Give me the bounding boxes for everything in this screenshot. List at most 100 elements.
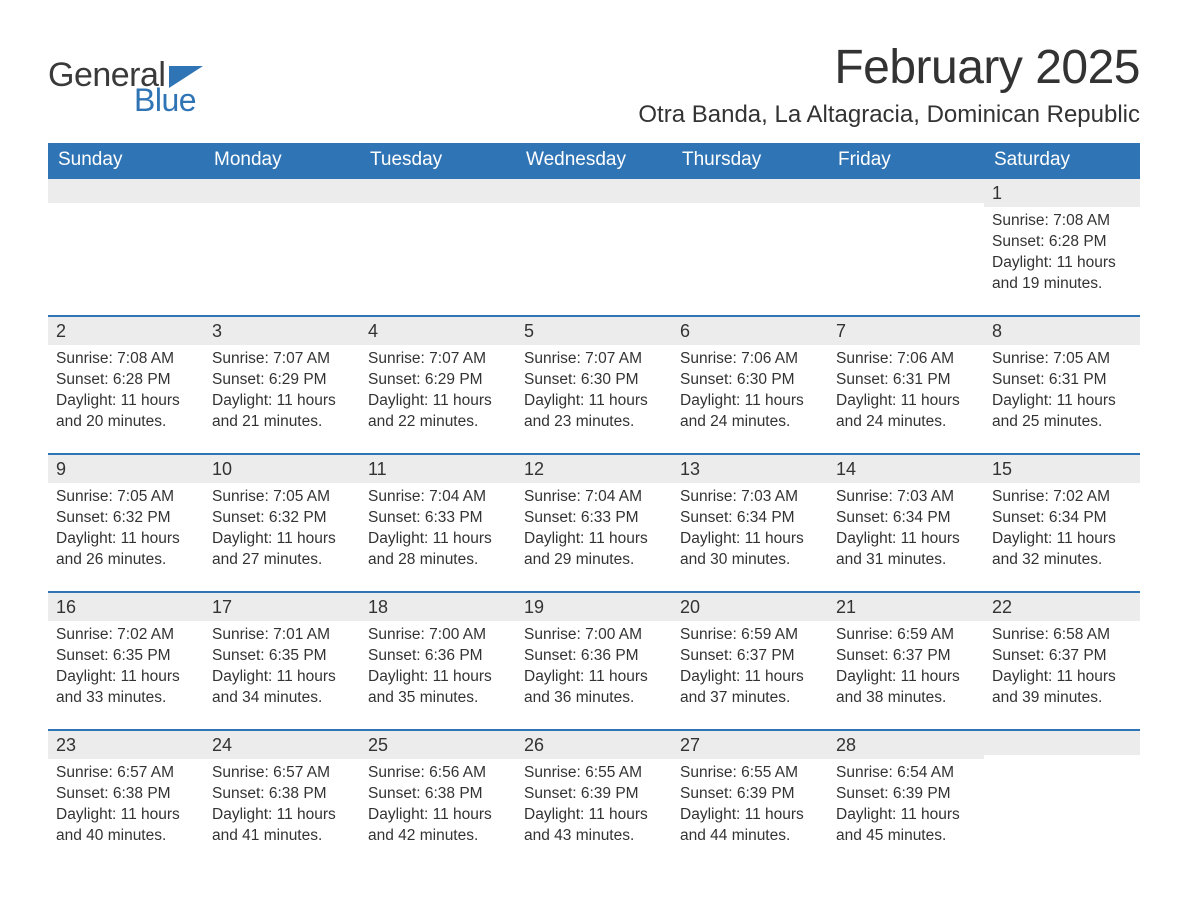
day-number: 19 bbox=[516, 593, 672, 621]
sunset-text: Sunset: 6:35 PM bbox=[56, 646, 196, 667]
day-cell: 19 Sunrise: 7:00 AMSunset: 6:36 PMDayligh… bbox=[516, 593, 672, 721]
weekday-header-cell: Tuesday bbox=[360, 143, 516, 177]
day-number: 26 bbox=[516, 731, 672, 759]
sunset-text: Sunset: 6:37 PM bbox=[992, 646, 1132, 667]
week-row: 23Sunrise: 6:57 AMSunset: 6:38 PMDayligh… bbox=[48, 729, 1140, 859]
sunset-text: Sunset: 6:37 PM bbox=[680, 646, 820, 667]
sunset-text: Sunset: 6:30 PM bbox=[524, 370, 664, 391]
daylight-text: Daylight: 11 hours and 42 minutes. bbox=[368, 805, 508, 847]
daylight-text: Daylight: 11 hours and 22 minutes. bbox=[368, 391, 508, 433]
sunrise-text: Sunrise: 6:58 AM bbox=[992, 625, 1132, 646]
sunrise-text: Sunrise: 7:06 AM bbox=[836, 349, 976, 370]
day-cell: 11Sunrise: 7:04 AMSunset: 6:33 PMDayligh… bbox=[360, 455, 516, 583]
weeks-container: 1Sunrise: 7:08 AMSunset: 6:28 PMDaylight… bbox=[48, 177, 1140, 859]
day-number bbox=[828, 179, 984, 203]
day-cell: 5 Sunrise: 7:07 AMSunset: 6:30 PMDaylight… bbox=[516, 317, 672, 445]
sunset-text: Sunset: 6:33 PM bbox=[368, 508, 508, 529]
week-row: 1Sunrise: 7:08 AMSunset: 6:28 PMDaylight… bbox=[48, 177, 1140, 307]
day-cell: 26Sunrise: 6:55 AMSunset: 6:39 PMDayligh… bbox=[516, 731, 672, 859]
title-block: February 2025 Otra Banda, La Altagracia,… bbox=[638, 40, 1140, 129]
daylight-text: Daylight: 11 hours and 45 minutes. bbox=[836, 805, 976, 847]
day-cell: 18Sunrise: 7:00 AMSunset: 6:36 PMDayligh… bbox=[360, 593, 516, 721]
weekday-header-cell: Saturday bbox=[984, 143, 1140, 177]
day-cell: 14Sunrise: 7:03 AMSunset: 6:34 PMDayligh… bbox=[828, 455, 984, 583]
location-line: Otra Banda, La Altagracia, Dominican Rep… bbox=[638, 101, 1140, 129]
empty-day-cell bbox=[516, 179, 672, 307]
daylight-text: Daylight: 11 hours and 40 minutes. bbox=[56, 805, 196, 847]
sunset-text: Sunset: 6:36 PM bbox=[368, 646, 508, 667]
day-number bbox=[984, 731, 1140, 755]
sunrise-text: Sunrise: 7:01 AM bbox=[212, 625, 352, 646]
day-number: 7 bbox=[828, 317, 984, 345]
day-number: 21 bbox=[828, 593, 984, 621]
sunset-text: Sunset: 6:36 PM bbox=[524, 646, 664, 667]
sunset-text: Sunset: 6:39 PM bbox=[524, 784, 664, 805]
day-number bbox=[672, 179, 828, 203]
empty-day-cell bbox=[984, 731, 1140, 859]
daylight-text: Daylight: 11 hours and 31 minutes. bbox=[836, 529, 976, 571]
daylight-text: Daylight: 11 hours and 20 minutes. bbox=[56, 391, 196, 433]
daylight-text: Daylight: 11 hours and 23 minutes. bbox=[524, 391, 664, 433]
sunset-text: Sunset: 6:30 PM bbox=[680, 370, 820, 391]
day-cell: 3Sunrise: 7:07 AMSunset: 6:29 PMDaylight… bbox=[204, 317, 360, 445]
sunrise-text: Sunrise: 6:57 AM bbox=[56, 763, 196, 784]
daylight-text: Daylight: 11 hours and 30 minutes. bbox=[680, 529, 820, 571]
sunrise-text: Sunrise: 7:00 AM bbox=[524, 625, 664, 646]
sunset-text: Sunset: 6:34 PM bbox=[836, 508, 976, 529]
sunrise-text: Sunrise: 6:55 AM bbox=[680, 763, 820, 784]
daylight-text: Daylight: 11 hours and 29 minutes. bbox=[524, 529, 664, 571]
sunrise-text: Sunrise: 7:07 AM bbox=[368, 349, 508, 370]
day-number: 28 bbox=[828, 731, 984, 759]
empty-day-cell bbox=[360, 179, 516, 307]
daylight-text: Daylight: 11 hours and 25 minutes. bbox=[992, 391, 1132, 433]
sunrise-text: Sunrise: 7:00 AM bbox=[368, 625, 508, 646]
sunset-text: Sunset: 6:37 PM bbox=[836, 646, 976, 667]
sunset-text: Sunset: 6:28 PM bbox=[992, 232, 1132, 253]
daylight-text: Daylight: 11 hours and 24 minutes. bbox=[680, 391, 820, 433]
day-number: 13 bbox=[672, 455, 828, 483]
day-number: 17 bbox=[204, 593, 360, 621]
day-cell: 17Sunrise: 7:01 AMSunset: 6:35 PMDayligh… bbox=[204, 593, 360, 721]
day-number: 11 bbox=[360, 455, 516, 483]
weekday-header-cell: Monday bbox=[204, 143, 360, 177]
daylight-text: Daylight: 11 hours and 36 minutes. bbox=[524, 667, 664, 709]
week-row: 9Sunrise: 7:05 AMSunset: 6:32 PMDaylight… bbox=[48, 453, 1140, 583]
day-cell: 15Sunrise: 7:02 AMSunset: 6:34 PMDayligh… bbox=[984, 455, 1140, 583]
sunset-text: Sunset: 6:32 PM bbox=[56, 508, 196, 529]
sunset-text: Sunset: 6:38 PM bbox=[212, 784, 352, 805]
sunrise-text: Sunrise: 6:56 AM bbox=[368, 763, 508, 784]
day-number: 20 bbox=[672, 593, 828, 621]
day-cell: 20Sunrise: 6:59 AMSunset: 6:37 PMDayligh… bbox=[672, 593, 828, 721]
daylight-text: Daylight: 11 hours and 43 minutes. bbox=[524, 805, 664, 847]
day-cell: 23Sunrise: 6:57 AMSunset: 6:38 PMDayligh… bbox=[48, 731, 204, 859]
sunrise-text: Sunrise: 7:03 AM bbox=[680, 487, 820, 508]
sunset-text: Sunset: 6:39 PM bbox=[680, 784, 820, 805]
day-number bbox=[204, 179, 360, 203]
weekday-header-cell: Wednesday bbox=[516, 143, 672, 177]
daylight-text: Daylight: 11 hours and 38 minutes. bbox=[836, 667, 976, 709]
day-cell: 9Sunrise: 7:05 AMSunset: 6:32 PMDaylight… bbox=[48, 455, 204, 583]
day-number bbox=[48, 179, 204, 203]
empty-day-cell bbox=[828, 179, 984, 307]
weekday-header-cell: Friday bbox=[828, 143, 984, 177]
day-number: 15 bbox=[984, 455, 1140, 483]
day-number: 22 bbox=[984, 593, 1140, 621]
day-cell: 8Sunrise: 7:05 AMSunset: 6:31 PMDaylight… bbox=[984, 317, 1140, 445]
day-cell: 13Sunrise: 7:03 AMSunset: 6:34 PMDayligh… bbox=[672, 455, 828, 583]
day-number: 8 bbox=[984, 317, 1140, 345]
day-cell: 7Sunrise: 7:06 AMSunset: 6:31 PMDaylight… bbox=[828, 317, 984, 445]
sunrise-text: Sunrise: 7:04 AM bbox=[524, 487, 664, 508]
sunrise-text: Sunrise: 7:07 AM bbox=[212, 349, 352, 370]
day-number: 9 bbox=[48, 455, 204, 483]
day-number: 5 bbox=[516, 317, 672, 345]
brand-word-blue: Blue bbox=[134, 84, 203, 116]
day-number: 18 bbox=[360, 593, 516, 621]
day-number: 6 bbox=[672, 317, 828, 345]
sunset-text: Sunset: 6:31 PM bbox=[836, 370, 976, 391]
sunrise-text: Sunrise: 7:02 AM bbox=[56, 625, 196, 646]
daylight-text: Daylight: 11 hours and 21 minutes. bbox=[212, 391, 352, 433]
sunset-text: Sunset: 6:38 PM bbox=[368, 784, 508, 805]
day-number: 2 bbox=[48, 317, 204, 345]
calendar: SundayMondayTuesdayWednesdayThursdayFrid… bbox=[48, 143, 1140, 859]
sunrise-text: Sunrise: 7:07 AM bbox=[524, 349, 664, 370]
